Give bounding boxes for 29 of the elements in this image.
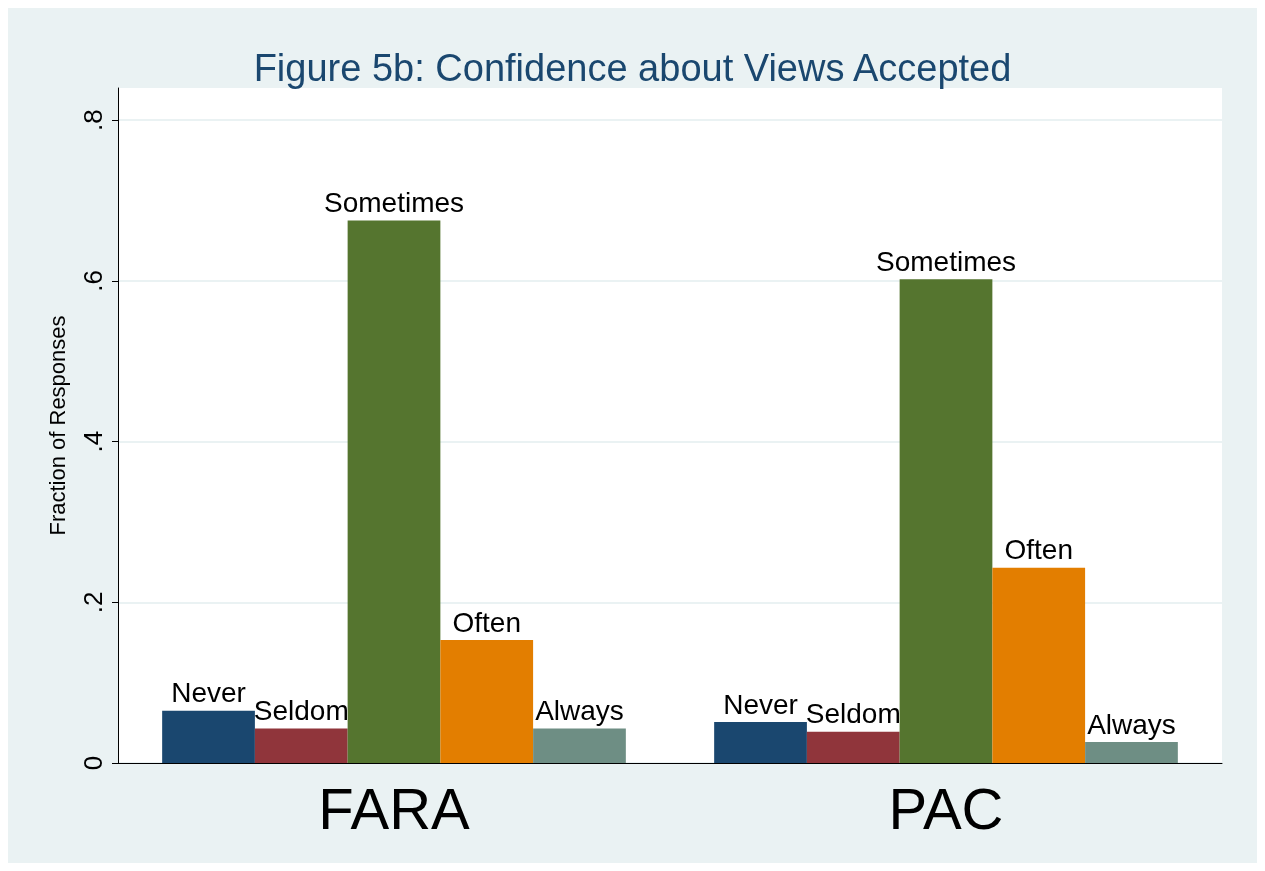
y-tick-label: .8	[78, 109, 108, 131]
series-label: Always	[535, 694, 624, 726]
bar	[992, 567, 1086, 763]
text: Often	[1004, 534, 1073, 566]
text: Sometimes	[875, 245, 1017, 277]
bar	[162, 710, 255, 763]
y-tick-label: .6	[78, 270, 108, 292]
chart-title: Figure 5b: Confidence about Views Accepted	[253, 47, 1012, 89]
text: Never	[723, 688, 798, 720]
bar	[254, 728, 348, 763]
bar	[440, 640, 534, 763]
bar	[1085, 742, 1178, 763]
text: Seldom	[805, 698, 901, 730]
bar	[347, 220, 441, 763]
series-label: Never	[171, 677, 246, 709]
y-tick-label: .4	[78, 430, 108, 453]
bar	[899, 279, 993, 763]
series-label: Often	[452, 606, 521, 638]
x-tick-label: FARA	[318, 775, 471, 841]
series-label: Seldom	[253, 694, 349, 726]
y-axis-title: Fraction of Responses	[44, 315, 70, 536]
text: Always	[1087, 708, 1176, 740]
y-tick-label: 0	[78, 755, 108, 771]
y-tick-label: .2	[78, 591, 108, 614]
bar	[806, 731, 900, 763]
x-tick-label: PAC	[888, 775, 1004, 841]
bar	[533, 728, 626, 763]
series-label: Sometimes	[323, 187, 465, 219]
bar	[714, 722, 807, 763]
